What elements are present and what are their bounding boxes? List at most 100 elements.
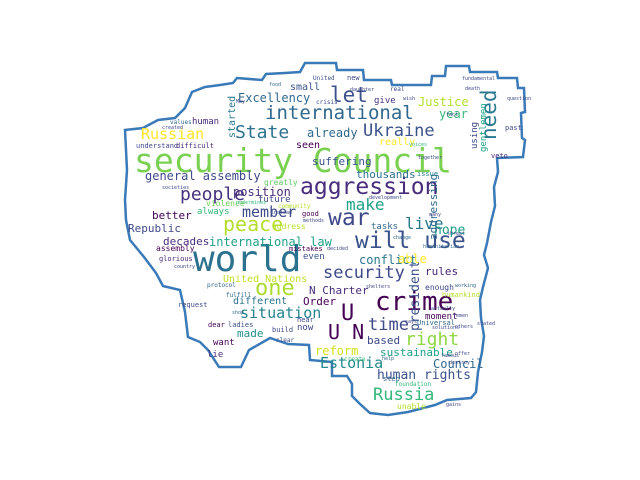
- word-state: State: [235, 122, 290, 143]
- word-humanitarian: humanitarian: [423, 244, 460, 250]
- word-moment: moment: [425, 312, 458, 322]
- word-solutions: solutions: [432, 325, 460, 331]
- word-unable: unable: [397, 402, 426, 411]
- word-yemen: Yemen: [453, 313, 469, 319]
- word-destroy: destroy: [449, 360, 471, 366]
- word-russian: Russian: [141, 125, 205, 143]
- word-estonia: Estonia: [320, 354, 384, 372]
- word-war: war: [328, 205, 370, 231]
- word-people: people: [180, 184, 246, 205]
- word-give: give: [374, 96, 396, 106]
- word-instead: instead: [271, 210, 293, 216]
- word-shelters: shelters: [366, 284, 391, 290]
- word-security: security: [323, 263, 405, 283]
- word-ukraine: Ukraine: [363, 121, 435, 141]
- word-values: values: [170, 119, 192, 126]
- word-republic: Republic: [128, 222, 181, 235]
- word-wish: wish: [403, 96, 416, 102]
- word-position: position: [233, 185, 291, 199]
- cloud-outline: [123, 61, 527, 417]
- word-protocol: protocol: [207, 282, 236, 289]
- word-greatly: greatly: [264, 178, 298, 187]
- word-create: create: [344, 356, 366, 363]
- word-already: already: [307, 126, 358, 140]
- word-will-use: will use: [355, 228, 466, 254]
- word-development: development: [369, 195, 403, 201]
- word-u-n: U N: [328, 320, 365, 344]
- word-country: country: [174, 264, 196, 270]
- word-n-charter: N Charter: [309, 284, 369, 297]
- word-daughter: daughter: [350, 87, 375, 93]
- word-help: help: [382, 356, 395, 362]
- word-change: change: [393, 235, 412, 241]
- word-let: let: [330, 83, 368, 107]
- word-world: world: [193, 239, 302, 280]
- word-human: human: [192, 117, 220, 127]
- word-address: address: [272, 222, 306, 231]
- word-crime: crime: [375, 287, 454, 317]
- word-build: build: [272, 326, 294, 334]
- word-justice: Justice: [418, 95, 469, 109]
- word-based: based: [367, 334, 401, 347]
- word-better: better: [152, 209, 192, 222]
- word-small: small: [290, 82, 321, 93]
- word-many: many: [429, 212, 442, 218]
- word-time: time: [368, 315, 409, 335]
- word-hope: hope: [434, 223, 466, 238]
- word-thousands: thousands: [356, 168, 416, 181]
- word-death: death: [465, 86, 481, 92]
- word-societies: societies: [162, 185, 190, 191]
- word-real: real: [390, 86, 405, 93]
- word-fulfill: fulfill: [226, 292, 252, 299]
- word-undermines: undermines: [236, 200, 267, 206]
- word-others: others: [455, 324, 474, 330]
- word-threat: threat: [447, 231, 466, 237]
- word-new: new: [347, 74, 360, 82]
- word-fact: fact: [446, 112, 459, 118]
- word-enough: enough: [425, 283, 454, 292]
- word-actually: actually: [431, 306, 456, 312]
- word-united: United: [313, 75, 335, 82]
- word-international-law: international law: [209, 235, 332, 249]
- word-difficult: difficult: [176, 142, 214, 150]
- word-shop: shop: [232, 310, 245, 316]
- word-want: want: [213, 338, 235, 348]
- word-council: Council: [433, 357, 484, 371]
- word-even: even: [303, 252, 325, 262]
- word-international: international: [265, 102, 414, 124]
- word-may: May: [236, 99, 246, 105]
- word-request: request: [178, 301, 208, 309]
- word-created: created: [162, 125, 184, 131]
- word-ladies: ladies: [228, 321, 254, 329]
- word-food: food: [269, 82, 282, 88]
- word-question: question: [507, 96, 532, 102]
- word-made: made: [237, 327, 264, 340]
- word-always: always: [197, 207, 230, 217]
- word-glorious: glorious: [159, 255, 193, 263]
- word-addressing: addressing: [427, 173, 440, 240]
- word-gains: gains: [446, 402, 462, 408]
- word-general-assembly: general assembly: [145, 169, 261, 183]
- word-suffering: suffering: [312, 155, 372, 168]
- word-rules: rules: [425, 265, 459, 278]
- word-clear: clear: [276, 337, 295, 344]
- word-now: now: [297, 323, 314, 333]
- word-violence: violence: [206, 199, 245, 208]
- word-excellency: Excellency: [238, 91, 311, 105]
- word-universal: Universal: [417, 319, 455, 327]
- word-seen: seen: [296, 140, 321, 151]
- word-decades: decades: [163, 235, 210, 248]
- word-issue: issue: [417, 170, 439, 178]
- word-sustainable: sustainable: [380, 346, 453, 359]
- word-tasks: tasks: [371, 222, 399, 232]
- word-stated: stated: [477, 321, 496, 327]
- word-order: Order: [303, 295, 337, 308]
- word-community: community: [278, 203, 311, 210]
- word-veto: veto: [491, 152, 508, 160]
- word-human-rights: human rights: [377, 368, 471, 383]
- word-famous: famous: [441, 353, 460, 359]
- word-future: future: [258, 195, 291, 205]
- word-united-nations: United Nations: [223, 274, 308, 285]
- word-live: live: [405, 214, 444, 233]
